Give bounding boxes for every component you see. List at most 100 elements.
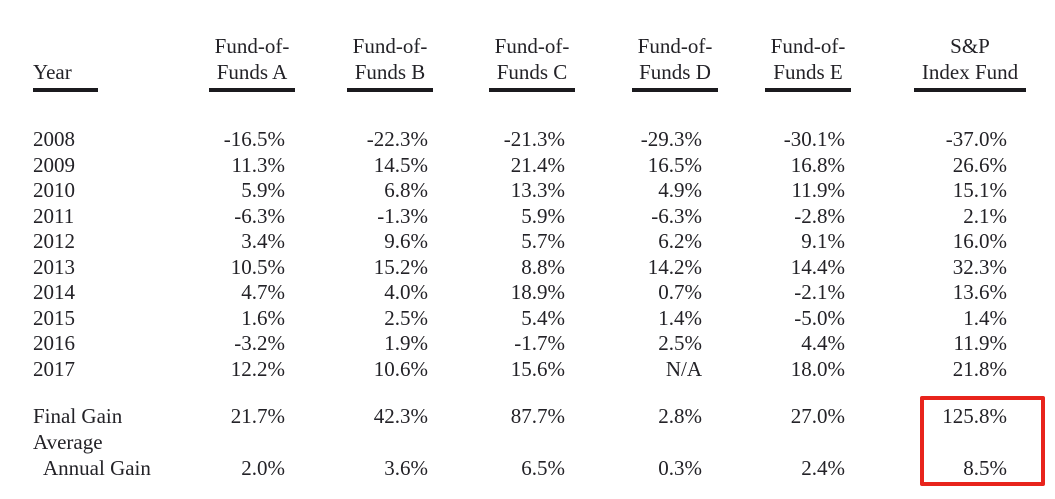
header-line: Index Fund [921, 60, 1019, 84]
column-header-year: Year [33, 59, 98, 92]
value-cell: 3.6% [384, 456, 428, 480]
value-cell: -2.8% [794, 203, 845, 228]
value-cell: 3.4% [241, 229, 285, 253]
year-cell: 2015 [33, 305, 75, 330]
value-cell: 5.9% [241, 178, 285, 202]
header-line: S&P [950, 34, 990, 58]
value-cell: -1.7% [514, 331, 565, 355]
header-line: Funds D [639, 60, 711, 84]
value-cell: 2.0% [241, 456, 285, 480]
final-gain-row: Final Gain 21.7% 42.3% 87.7% 2.8% 27.0% 125.8… [0, 403, 1007, 429]
value-cell: 10.6% [373, 356, 428, 381]
value-cell: 21.8% [952, 356, 1007, 381]
value-cell: 13.6% [952, 280, 1007, 304]
table-row: 2013 10.5% 15.2% 8.8% 14.2% 14.4% 32.3% [0, 255, 1007, 281]
value-cell: -5.0% [794, 305, 845, 330]
value-cell: 27.0% [790, 404, 845, 428]
year-cell: 2016 [33, 331, 75, 355]
value-cell: -16.5% [223, 127, 285, 151]
value-cell: 14.4% [790, 254, 845, 279]
year-cell: 2012 [33, 229, 75, 253]
column-header-funds-e: Fund-of- Funds E [765, 33, 851, 92]
value-cell: 11.9% [953, 331, 1007, 355]
final-gain-label: Final Gain [33, 404, 123, 428]
value-cell: 9.1% [801, 229, 845, 253]
value-cell: 16.5% [647, 152, 702, 177]
value-cell: 2.8% [658, 404, 702, 428]
header-line: Funds B [354, 60, 426, 84]
value-cell: 4.0% [384, 280, 428, 304]
column-header-funds-b: Fund-of- Funds B [347, 33, 433, 92]
value-cell: 10.5% [230, 254, 285, 279]
year-cell: 2017 [33, 356, 75, 381]
value-cell: 12.2% [230, 356, 285, 381]
value-cell: 8.5% [963, 456, 1007, 480]
annual-gain-label: Annual Gain [43, 456, 151, 480]
value-cell: 2.1% [963, 203, 1007, 228]
header-line: Funds A [216, 60, 288, 84]
table-row: 2014 4.7% 4.0% 18.9% 0.7% -2.1% 13.6% [0, 280, 1007, 306]
value-cell: -29.3% [640, 127, 702, 151]
value-cell: 6.5% [521, 456, 565, 480]
value-cell: 9.6% [384, 229, 428, 253]
value-cell: 21.4% [510, 152, 565, 177]
header-line: Fund-of- [637, 34, 713, 58]
value-cell: -3.2% [234, 331, 285, 355]
table-row: 2008 -16.5% -22.3% -21.3% -29.3% -30.1% -37.0% [0, 127, 1007, 153]
header-line: Fund-of- [352, 34, 428, 58]
table-row: 2017 12.2% 10.6% 15.6% N/A 18.0% 21.8% [0, 357, 1007, 383]
value-cell: 18.0% [790, 356, 845, 381]
table-row: 2016 -3.2% 1.9% -1.7% 2.5% 4.4% 11.9% [0, 331, 1007, 357]
value-cell: 16.8% [790, 152, 845, 177]
year-cell: 2009 [33, 152, 75, 177]
value-cell: 125.8% [942, 404, 1007, 428]
value-cell: 1.4% [658, 305, 702, 330]
value-cell: 2.4% [801, 456, 845, 480]
value-cell: -2.1% [794, 280, 845, 304]
value-cell: -22.3% [366, 127, 428, 151]
value-cell: 1.9% [384, 331, 428, 355]
value-cell: 1.6% [241, 305, 285, 330]
value-cell: 32.3% [952, 254, 1007, 279]
value-cell: 1.4% [963, 305, 1007, 330]
value-cell: 0.7% [658, 280, 702, 304]
average-annual-gain-row: Annual Gain 2.0% 3.6% 6.5% 0.3% 2.4% 8.5% [0, 455, 1007, 481]
value-cell: 87.7% [510, 404, 565, 428]
value-cell: 6.2% [658, 229, 702, 253]
value-cell: 14.5% [373, 152, 428, 177]
column-header-funds-a: Fund-of- Funds A [209, 33, 295, 92]
value-cell: -6.3% [234, 203, 285, 228]
year-cell: 2010 [33, 178, 75, 202]
value-cell: 11.9% [791, 178, 845, 202]
value-cell: 14.2% [647, 254, 702, 279]
table-row: 2015 1.6% 2.5% 5.4% 1.4% -5.0% 1.4% [0, 306, 1007, 332]
table-row: 2010 5.9% 6.8% 13.3% 4.9% 11.9% 15.1% [0, 178, 1007, 204]
value-cell: 5.7% [521, 229, 565, 253]
value-cell: 11.3% [231, 152, 285, 177]
year-cell: 2014 [33, 280, 75, 304]
value-cell: N/A [665, 356, 702, 381]
value-cell: 21.7% [230, 404, 285, 428]
value-cell: 4.9% [658, 178, 702, 202]
value-cell: 18.9% [510, 280, 565, 304]
value-cell: 6.8% [384, 178, 428, 202]
year-cell: 2008 [33, 127, 75, 151]
column-header-funds-d: Fund-of- Funds D [632, 33, 718, 92]
table-row: 2012 3.4% 9.6% 5.7% 6.2% 9.1% 16.0% [0, 229, 1007, 255]
table-row: 2011 -6.3% -1.3% 5.9% -6.3% -2.8% 2.1% [0, 204, 1007, 230]
value-cell: 5.4% [521, 305, 565, 330]
value-cell: 4.7% [241, 280, 285, 304]
value-cell: 15.2% [373, 254, 428, 279]
column-header-sp-index-fund: S&P Index Fund [914, 33, 1026, 92]
value-cell: 15.6% [510, 356, 565, 381]
value-cell: 4.4% [801, 331, 845, 355]
value-cell: -30.1% [783, 127, 845, 151]
average-label: Average [33, 430, 103, 454]
value-cell: 16.0% [952, 229, 1007, 253]
header-line: Funds E [773, 60, 843, 84]
value-cell: -6.3% [651, 203, 702, 228]
year-cell: 2013 [33, 254, 75, 279]
header-line: Fund-of- [214, 34, 290, 58]
value-cell: -37.0% [945, 127, 1007, 151]
